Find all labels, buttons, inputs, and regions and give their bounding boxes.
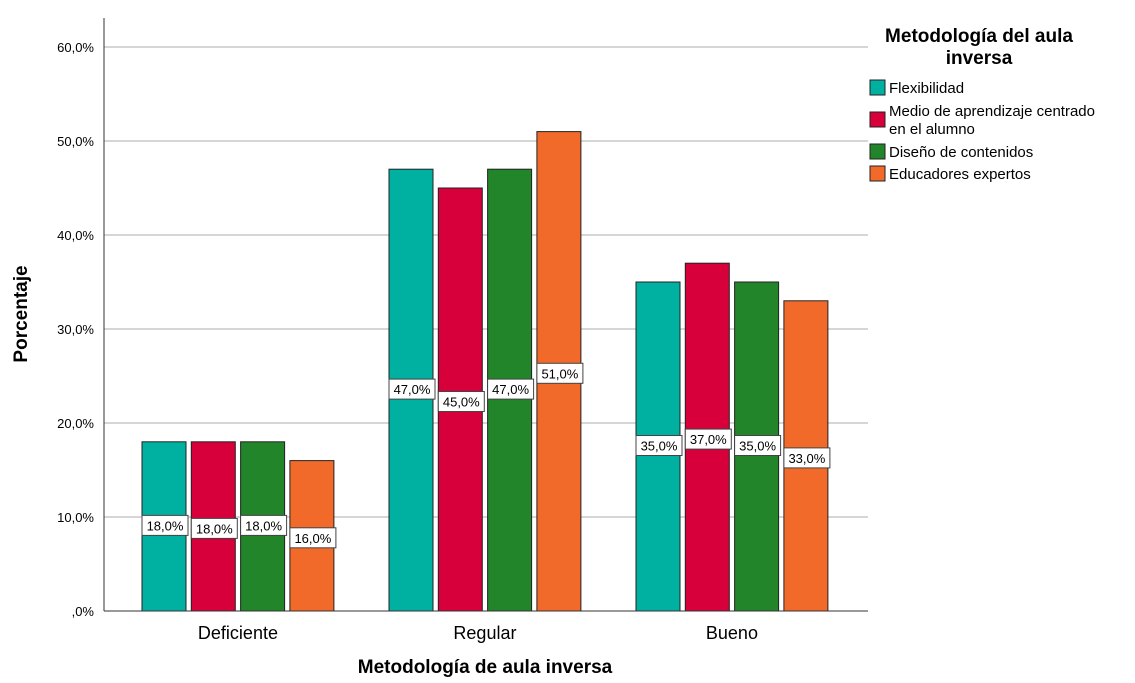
data-label-box xyxy=(141,514,189,536)
y-tick-label: 60,0% xyxy=(57,40,94,55)
data-label: 18,0% xyxy=(147,518,184,533)
legend-swatch xyxy=(869,79,886,96)
data-label: 16,0% xyxy=(294,531,331,546)
axes xyxy=(103,18,868,612)
y-axis-title: Porcentaje xyxy=(11,265,32,362)
data-label-box xyxy=(536,362,584,384)
y-ticks: ,0% 10,0% 20,0% 30,0% 40,0% 50,0% 60,0% xyxy=(57,40,94,619)
y-tick-label: 30,0% xyxy=(57,322,94,337)
legend-swatch xyxy=(869,111,886,128)
data-label-box xyxy=(437,391,485,412)
data-label-box xyxy=(190,517,238,539)
data-label: 47,0% xyxy=(492,382,529,397)
legend-swatch xyxy=(869,165,886,182)
legend-label: Educadores expertos xyxy=(889,166,1031,183)
legend-swatch xyxy=(869,143,886,160)
y-tick-label: 40,0% xyxy=(57,228,94,243)
data-label: 18,0% xyxy=(245,518,282,533)
data-label-box xyxy=(388,378,436,400)
x-category-label: Bueno xyxy=(706,623,758,643)
data-label: 37,0% xyxy=(690,432,727,447)
y-tick-label: 50,0% xyxy=(57,134,94,149)
legend-label: en el alumno xyxy=(889,121,975,138)
legend-title: inversa xyxy=(946,48,1013,69)
data-label: 51,0% xyxy=(541,366,578,381)
x-category-label: Deficiente xyxy=(198,623,278,643)
y-tick-label: 20,0% xyxy=(57,416,94,431)
data-label: 47,0% xyxy=(394,382,431,397)
x-category-label: Regular xyxy=(453,623,516,643)
bars xyxy=(141,131,829,612)
data-label-box xyxy=(487,378,535,400)
data-label-box xyxy=(635,435,683,456)
x-categories: Deficiente Regular Bueno xyxy=(198,623,758,643)
y-tick-label: 10,0% xyxy=(57,510,94,525)
legend-label: Medio de aprendizaje centrado xyxy=(889,103,1095,120)
data-label-box xyxy=(289,527,337,549)
data-label-box xyxy=(783,447,831,469)
data-label-box xyxy=(684,428,732,450)
legend-label: Flexibilidad xyxy=(889,80,964,97)
x-axis-title: Metodología de aula inversa xyxy=(358,657,613,678)
data-label: 35,0% xyxy=(641,439,678,454)
data-label: 45,0% xyxy=(443,395,480,410)
data-labels: 18,0% 18,0% 18,0% 16,0% 47,0% 45,0% 47,0% 51,0%… xyxy=(141,362,831,549)
data-label: 33,0% xyxy=(788,451,825,466)
legend-title: Metodología del aula xyxy=(885,26,1073,47)
legend-label: Diseño de contenidos xyxy=(889,144,1033,161)
y-tick-label: ,0% xyxy=(72,604,95,619)
data-label: 18,0% xyxy=(196,521,233,536)
data-label-box xyxy=(240,514,288,536)
data-label-box xyxy=(734,435,782,456)
data-label: 35,0% xyxy=(739,439,776,454)
